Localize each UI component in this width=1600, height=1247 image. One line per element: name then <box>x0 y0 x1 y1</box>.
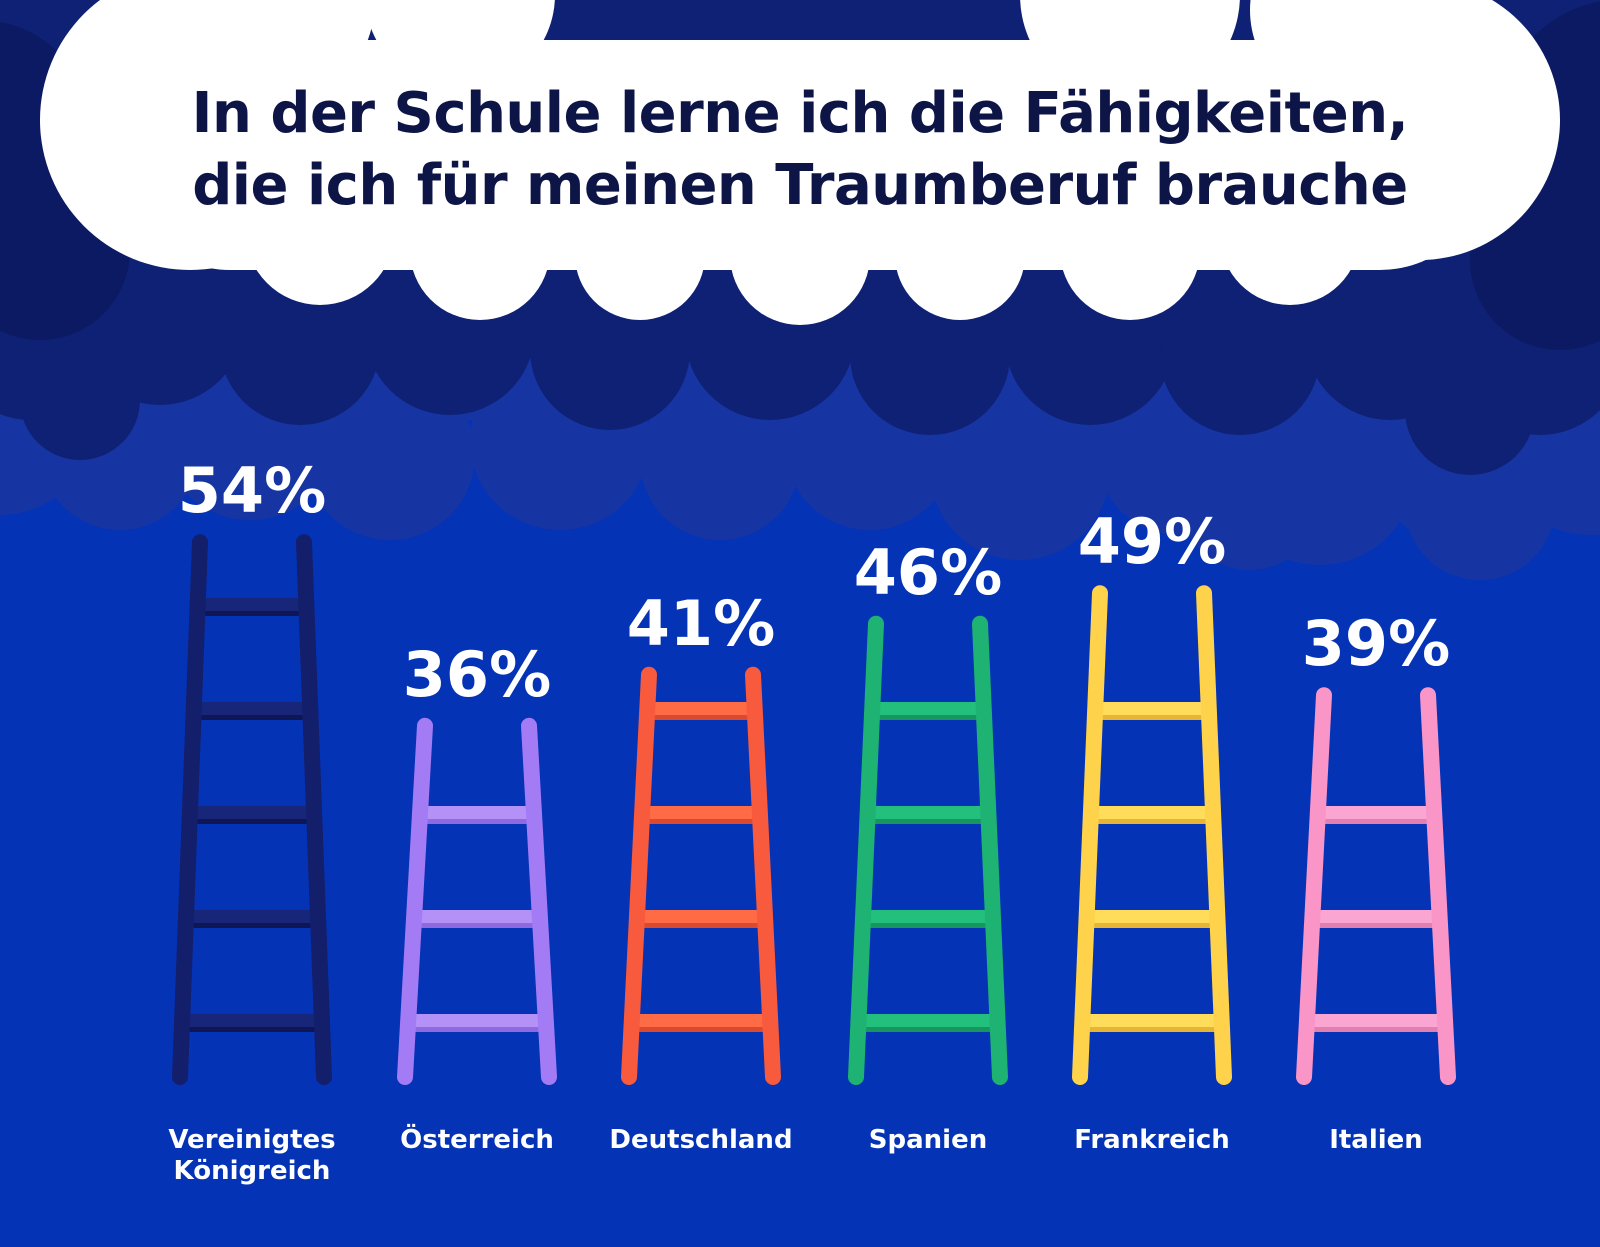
value-label: 36% <box>403 638 551 711</box>
title-line-2: die ich für meinen Traumberuf brauche <box>192 153 1408 218</box>
value-label: 49% <box>1078 505 1226 578</box>
value-label: 46% <box>854 536 1002 609</box>
ladder-right-rail <box>1420 687 1456 1085</box>
ladder-left-rail <box>848 615 884 1085</box>
category-label: Deutschland <box>609 1125 792 1155</box>
value-label: 39% <box>1302 607 1450 680</box>
ladder-right-rail <box>1196 585 1232 1085</box>
value-label: 41% <box>627 587 775 660</box>
title-line-1: In der Schule lerne ich die Fähigkeiten, <box>191 81 1409 146</box>
ladder-left-rail <box>397 717 433 1085</box>
category-label: Spanien <box>869 1125 987 1155</box>
ladder-bar <box>621 666 781 1085</box>
category-label: Frankreich <box>1074 1125 1230 1155</box>
ladder-right-rail <box>972 615 1008 1085</box>
title-cloud <box>40 0 1560 325</box>
value-label: 54% <box>178 454 326 527</box>
ladder-right-rail <box>296 534 332 1085</box>
ladder-left-rail <box>1072 585 1108 1085</box>
ladder-bar <box>172 534 332 1085</box>
ladder-right-rail <box>521 717 557 1085</box>
ladder-bar <box>848 615 1008 1085</box>
ladder-right-rail <box>745 666 781 1085</box>
category-label: Königreich <box>174 1156 331 1186</box>
category-label: Österreich <box>400 1122 554 1155</box>
ladder-left-rail <box>172 534 208 1085</box>
ladder-bar <box>1296 687 1456 1085</box>
category-label: Vereinigtes <box>168 1125 335 1155</box>
chart-title: In der Schule lerne ich die Fähigkeiten,… <box>90 78 1510 222</box>
ladder-bar <box>1072 585 1232 1085</box>
ladder-left-rail <box>621 666 657 1085</box>
ladder-bar <box>397 717 557 1085</box>
category-label: Italien <box>1329 1125 1423 1155</box>
ladder-left-rail <box>1296 687 1332 1085</box>
